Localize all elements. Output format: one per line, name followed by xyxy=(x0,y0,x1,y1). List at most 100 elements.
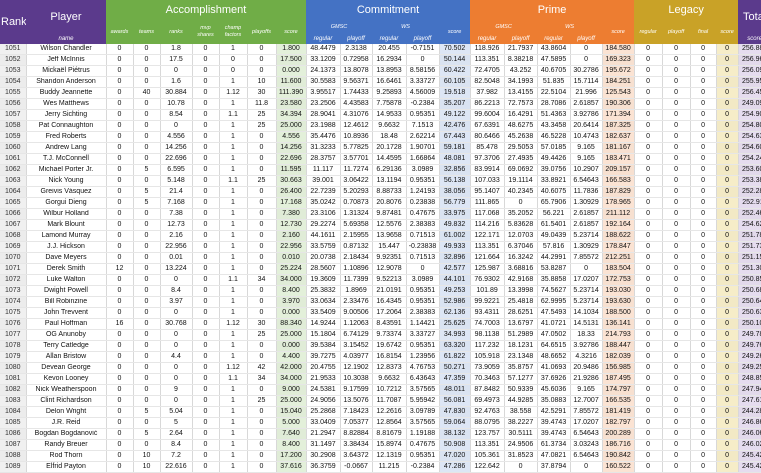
cell-champ-factors[interactable]: 1.1 xyxy=(219,274,248,286)
cell-awards[interactable]: 0 xyxy=(106,153,134,165)
cell-player-name[interactable]: Kevon Looney xyxy=(26,373,107,385)
cell-commitment-ws-regular[interactable]: 11.215 xyxy=(372,461,407,473)
cell-legacy-regular[interactable]: 0 xyxy=(634,351,663,363)
cell-mvp-shares[interactable]: 0 xyxy=(192,384,220,396)
cell-commitment-ws-regular[interactable]: 7.75878 xyxy=(372,98,407,110)
cell-playoffs[interactable]: 25 xyxy=(247,109,277,121)
cell-legacy-playoff[interactable]: 0 xyxy=(662,230,691,242)
cell-prime-gmsc-regular[interactable]: 76.9302 xyxy=(470,274,505,286)
cell-prime-gmsc-playoff[interactable]: 5.83628 xyxy=(504,219,538,231)
cell-legacy-final[interactable]: 0 xyxy=(690,208,717,220)
cell-legacy-playoff[interactable]: 0 xyxy=(662,98,691,110)
cell-legacy-score[interactable]: 0 xyxy=(716,76,739,88)
cell-commitment-ws-regular[interactable]: 15.8974 xyxy=(372,439,407,451)
cell-prime-score[interactable]: 174.797 xyxy=(602,384,635,396)
cell-commitment-ws-playoff[interactable]: -0.7151 xyxy=(406,44,440,55)
cell-prime-gmsc-regular[interactable]: 113.351 xyxy=(470,241,505,253)
cell-mvp-shares[interactable]: 0 xyxy=(192,131,220,143)
table-row[interactable]: 1088 Rod Thorn 0 10 7.2 0 1 0 17.200 30.2908 3.643… xyxy=(0,450,761,462)
cell-commitment-gmsc-regular[interactable]: 30.2908 xyxy=(306,450,341,462)
cell-player-name[interactable]: Buddy Jeannette xyxy=(26,87,107,99)
acc-col-mvp-shares[interactable]: mvp shares xyxy=(192,20,219,44)
table-row[interactable]: 1085 J.R. Reid 0 0 5 0 1 0 5.000 33.0409 7.05377 12… xyxy=(0,417,761,429)
cell-ranks[interactable]: 8.4 xyxy=(160,285,193,297)
cell-commitment-ws-regular[interactable]: 9.73374 xyxy=(372,329,407,341)
cell-legacy-playoff[interactable]: 0 xyxy=(662,219,691,231)
cell-ranks[interactable]: 9 xyxy=(160,384,193,396)
cell-prime-gmsc-regular[interactable]: 74.7003 xyxy=(470,318,505,330)
cell-rank[interactable]: 1065 xyxy=(0,197,27,209)
cell-legacy-final[interactable]: 0 xyxy=(690,241,717,253)
cell-teams[interactable]: 0 xyxy=(133,153,161,165)
cell-prime-ws-playoff[interactable]: 20.6414 xyxy=(570,120,603,132)
cell-prime-gmsc-playoff[interactable]: 50.9339 xyxy=(504,384,538,396)
cell-commitment-score[interactable]: 42.476 xyxy=(439,120,471,132)
cell-commitment-gmsc-playoff[interactable]: 5.77825 xyxy=(340,142,373,154)
cell-playoffs[interactable]: 42 xyxy=(247,362,277,374)
cell-commitment-score[interactable]: 48.011 xyxy=(439,384,471,396)
cell-prime-gmsc-playoff[interactable]: 18.1231 xyxy=(504,340,538,352)
cell-champ-factors[interactable]: 1 xyxy=(219,241,248,253)
cell-prime-score[interactable]: 172.753 xyxy=(602,274,635,286)
cell-player-name[interactable]: Randy Breuer xyxy=(26,439,107,451)
cell-prime-score[interactable]: 183.471 xyxy=(602,153,635,165)
cell-mvp-shares[interactable]: 0 xyxy=(192,406,220,418)
table-row[interactable]: 1051 Wilson Chandler 0 0 1.8 0 1 0 1.800 48.4479 2… xyxy=(0,44,761,55)
cell-ranks[interactable]: 8.4 xyxy=(160,439,193,451)
cell-rank[interactable]: 1074 xyxy=(0,296,27,308)
cell-prime-ws-regular[interactable]: 47.5895 xyxy=(537,54,571,66)
cell-rank[interactable]: 1081 xyxy=(0,373,27,385)
cell-commitment-gmsc-regular[interactable]: 19.3609 xyxy=(306,274,341,286)
cell-prime-gmsc-playoff[interactable]: 30.5111 xyxy=(504,428,538,440)
cell-champ-factors[interactable]: 1 xyxy=(219,263,248,275)
cell-prime-score[interactable]: 184.251 xyxy=(602,76,635,88)
cell-mvp-shares[interactable]: 0 xyxy=(192,307,220,319)
cell-ranks[interactable]: 17.5 xyxy=(160,54,193,66)
cell-legacy-score[interactable]: 0 xyxy=(716,263,739,275)
cell-commitment-ws-regular[interactable]: 13.9658 xyxy=(372,230,407,242)
cell-legacy-final[interactable]: 0 xyxy=(690,417,717,429)
cell-accomplishment-score[interactable]: 34.000 xyxy=(276,373,307,385)
cell-prime-score[interactable]: 188.500 xyxy=(602,307,635,319)
cell-legacy-final[interactable]: 0 xyxy=(690,351,717,363)
cell-player-name[interactable]: Luke Walton xyxy=(26,274,107,286)
cell-player-name[interactable]: Wes Matthews xyxy=(26,98,107,110)
cell-teams[interactable]: 0 xyxy=(133,296,161,308)
cell-commitment-gmsc-playoff[interactable]: 13.5076 xyxy=(340,395,373,407)
cell-prime-score[interactable]: 178.847 xyxy=(602,241,635,253)
cell-mvp-shares[interactable]: 0 xyxy=(192,296,220,308)
cell-legacy-regular[interactable]: 0 xyxy=(634,263,663,275)
cell-champ-factors[interactable]: 1 xyxy=(219,164,248,176)
cell-awards[interactable]: 0 xyxy=(106,87,134,99)
cell-commitment-gmsc-regular[interactable]: 21.9533 xyxy=(306,373,341,385)
cell-accomplishment-score[interactable]: 25.000 xyxy=(276,329,307,341)
cell-legacy-score[interactable]: 0 xyxy=(716,241,739,253)
cell-ranks[interactable]: 0 xyxy=(160,373,193,385)
cell-commitment-gmsc-regular[interactable]: 23.2506 xyxy=(306,98,341,110)
cell-commitment-gmsc-playoff[interactable]: 10.3038 xyxy=(340,373,373,385)
cell-teams[interactable]: 0 xyxy=(133,175,161,187)
cell-prime-gmsc-playoff[interactable]: 45.2638 xyxy=(504,131,538,143)
cell-commitment-ws-playoff[interactable]: 0.95351 xyxy=(406,285,440,297)
cell-accomplishment-score[interactable]: 1.800 xyxy=(276,44,307,55)
cell-accomplishment-score[interactable]: 7.640 xyxy=(276,428,307,440)
cell-prime-score[interactable]: 125.543 xyxy=(602,87,635,99)
cell-total-score[interactable]: 254.604 xyxy=(738,142,761,154)
cell-total-score[interactable]: 252.911 xyxy=(738,197,761,209)
cell-accomplishment-score[interactable]: 25.000 xyxy=(276,120,307,132)
cell-awards[interactable]: 0 xyxy=(106,131,134,143)
cell-legacy-regular[interactable]: 0 xyxy=(634,175,663,187)
cell-legacy-final[interactable]: 0 xyxy=(690,44,717,55)
cell-prime-score[interactable]: 183.504 xyxy=(602,263,635,275)
cell-legacy-playoff[interactable]: 0 xyxy=(662,44,691,55)
cell-commitment-ws-regular[interactable]: 16.2934 xyxy=(372,54,407,66)
table-row[interactable]: 1080 Devean George 0 0 0 0 1.12 42 42.000 20.4755… xyxy=(0,362,761,374)
cell-teams[interactable]: 0 xyxy=(133,384,161,396)
cell-teams[interactable]: 0 xyxy=(133,109,161,121)
table-row[interactable]: 1077 OG Anunoby 0 0 0 0 1 25 25.000 15.1804 6.7412… xyxy=(0,329,761,341)
cell-commitment-gmsc-regular[interactable]: 23.3106 xyxy=(306,208,341,220)
cell-commitment-score[interactable]: 25.625 xyxy=(439,318,471,330)
cell-player-name[interactable]: Nick Young xyxy=(26,175,107,187)
cell-mvp-shares[interactable]: 0 xyxy=(192,263,220,275)
cell-rank[interactable]: 1072 xyxy=(0,274,27,286)
